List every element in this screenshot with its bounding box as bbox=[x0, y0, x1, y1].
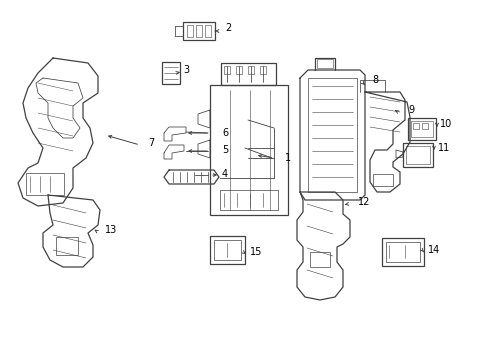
Bar bbox=[187, 25, 193, 37]
Bar bbox=[373, 174, 393, 186]
Text: 4: 4 bbox=[222, 169, 228, 179]
Bar bbox=[205, 25, 211, 37]
Text: 10: 10 bbox=[440, 119, 452, 129]
Text: 15: 15 bbox=[250, 247, 262, 257]
Bar bbox=[220, 190, 278, 210]
Bar bbox=[56, 237, 78, 255]
Bar bbox=[406, 146, 430, 164]
Text: 2: 2 bbox=[225, 23, 231, 33]
Text: 5: 5 bbox=[222, 145, 228, 155]
Bar bbox=[422, 123, 428, 129]
Bar bbox=[221, 63, 276, 85]
Bar bbox=[386, 242, 420, 262]
Text: 12: 12 bbox=[358, 197, 370, 207]
Bar bbox=[236, 66, 242, 74]
Bar bbox=[248, 66, 254, 74]
Text: 8: 8 bbox=[372, 75, 378, 85]
Bar bbox=[408, 118, 436, 140]
Text: 1: 1 bbox=[285, 153, 291, 163]
Bar bbox=[26, 173, 64, 195]
Bar bbox=[411, 121, 433, 137]
Bar bbox=[214, 240, 241, 260]
Bar bbox=[403, 143, 433, 167]
Bar bbox=[317, 59, 333, 68]
Text: 14: 14 bbox=[428, 245, 440, 255]
Bar bbox=[162, 62, 180, 84]
Bar bbox=[210, 236, 245, 264]
Bar bbox=[310, 252, 330, 267]
Bar bbox=[413, 123, 419, 129]
Bar bbox=[260, 66, 266, 74]
Bar bbox=[382, 238, 424, 266]
Text: 13: 13 bbox=[105, 225, 117, 235]
Text: 11: 11 bbox=[438, 143, 450, 153]
Bar bbox=[308, 78, 357, 192]
Text: 6: 6 bbox=[222, 128, 228, 138]
Text: 9: 9 bbox=[408, 105, 414, 115]
Bar bbox=[183, 22, 215, 40]
Bar bbox=[224, 66, 230, 74]
Text: 7: 7 bbox=[148, 138, 154, 148]
Bar bbox=[196, 25, 202, 37]
Text: 3: 3 bbox=[183, 65, 189, 75]
Bar bbox=[210, 85, 288, 215]
